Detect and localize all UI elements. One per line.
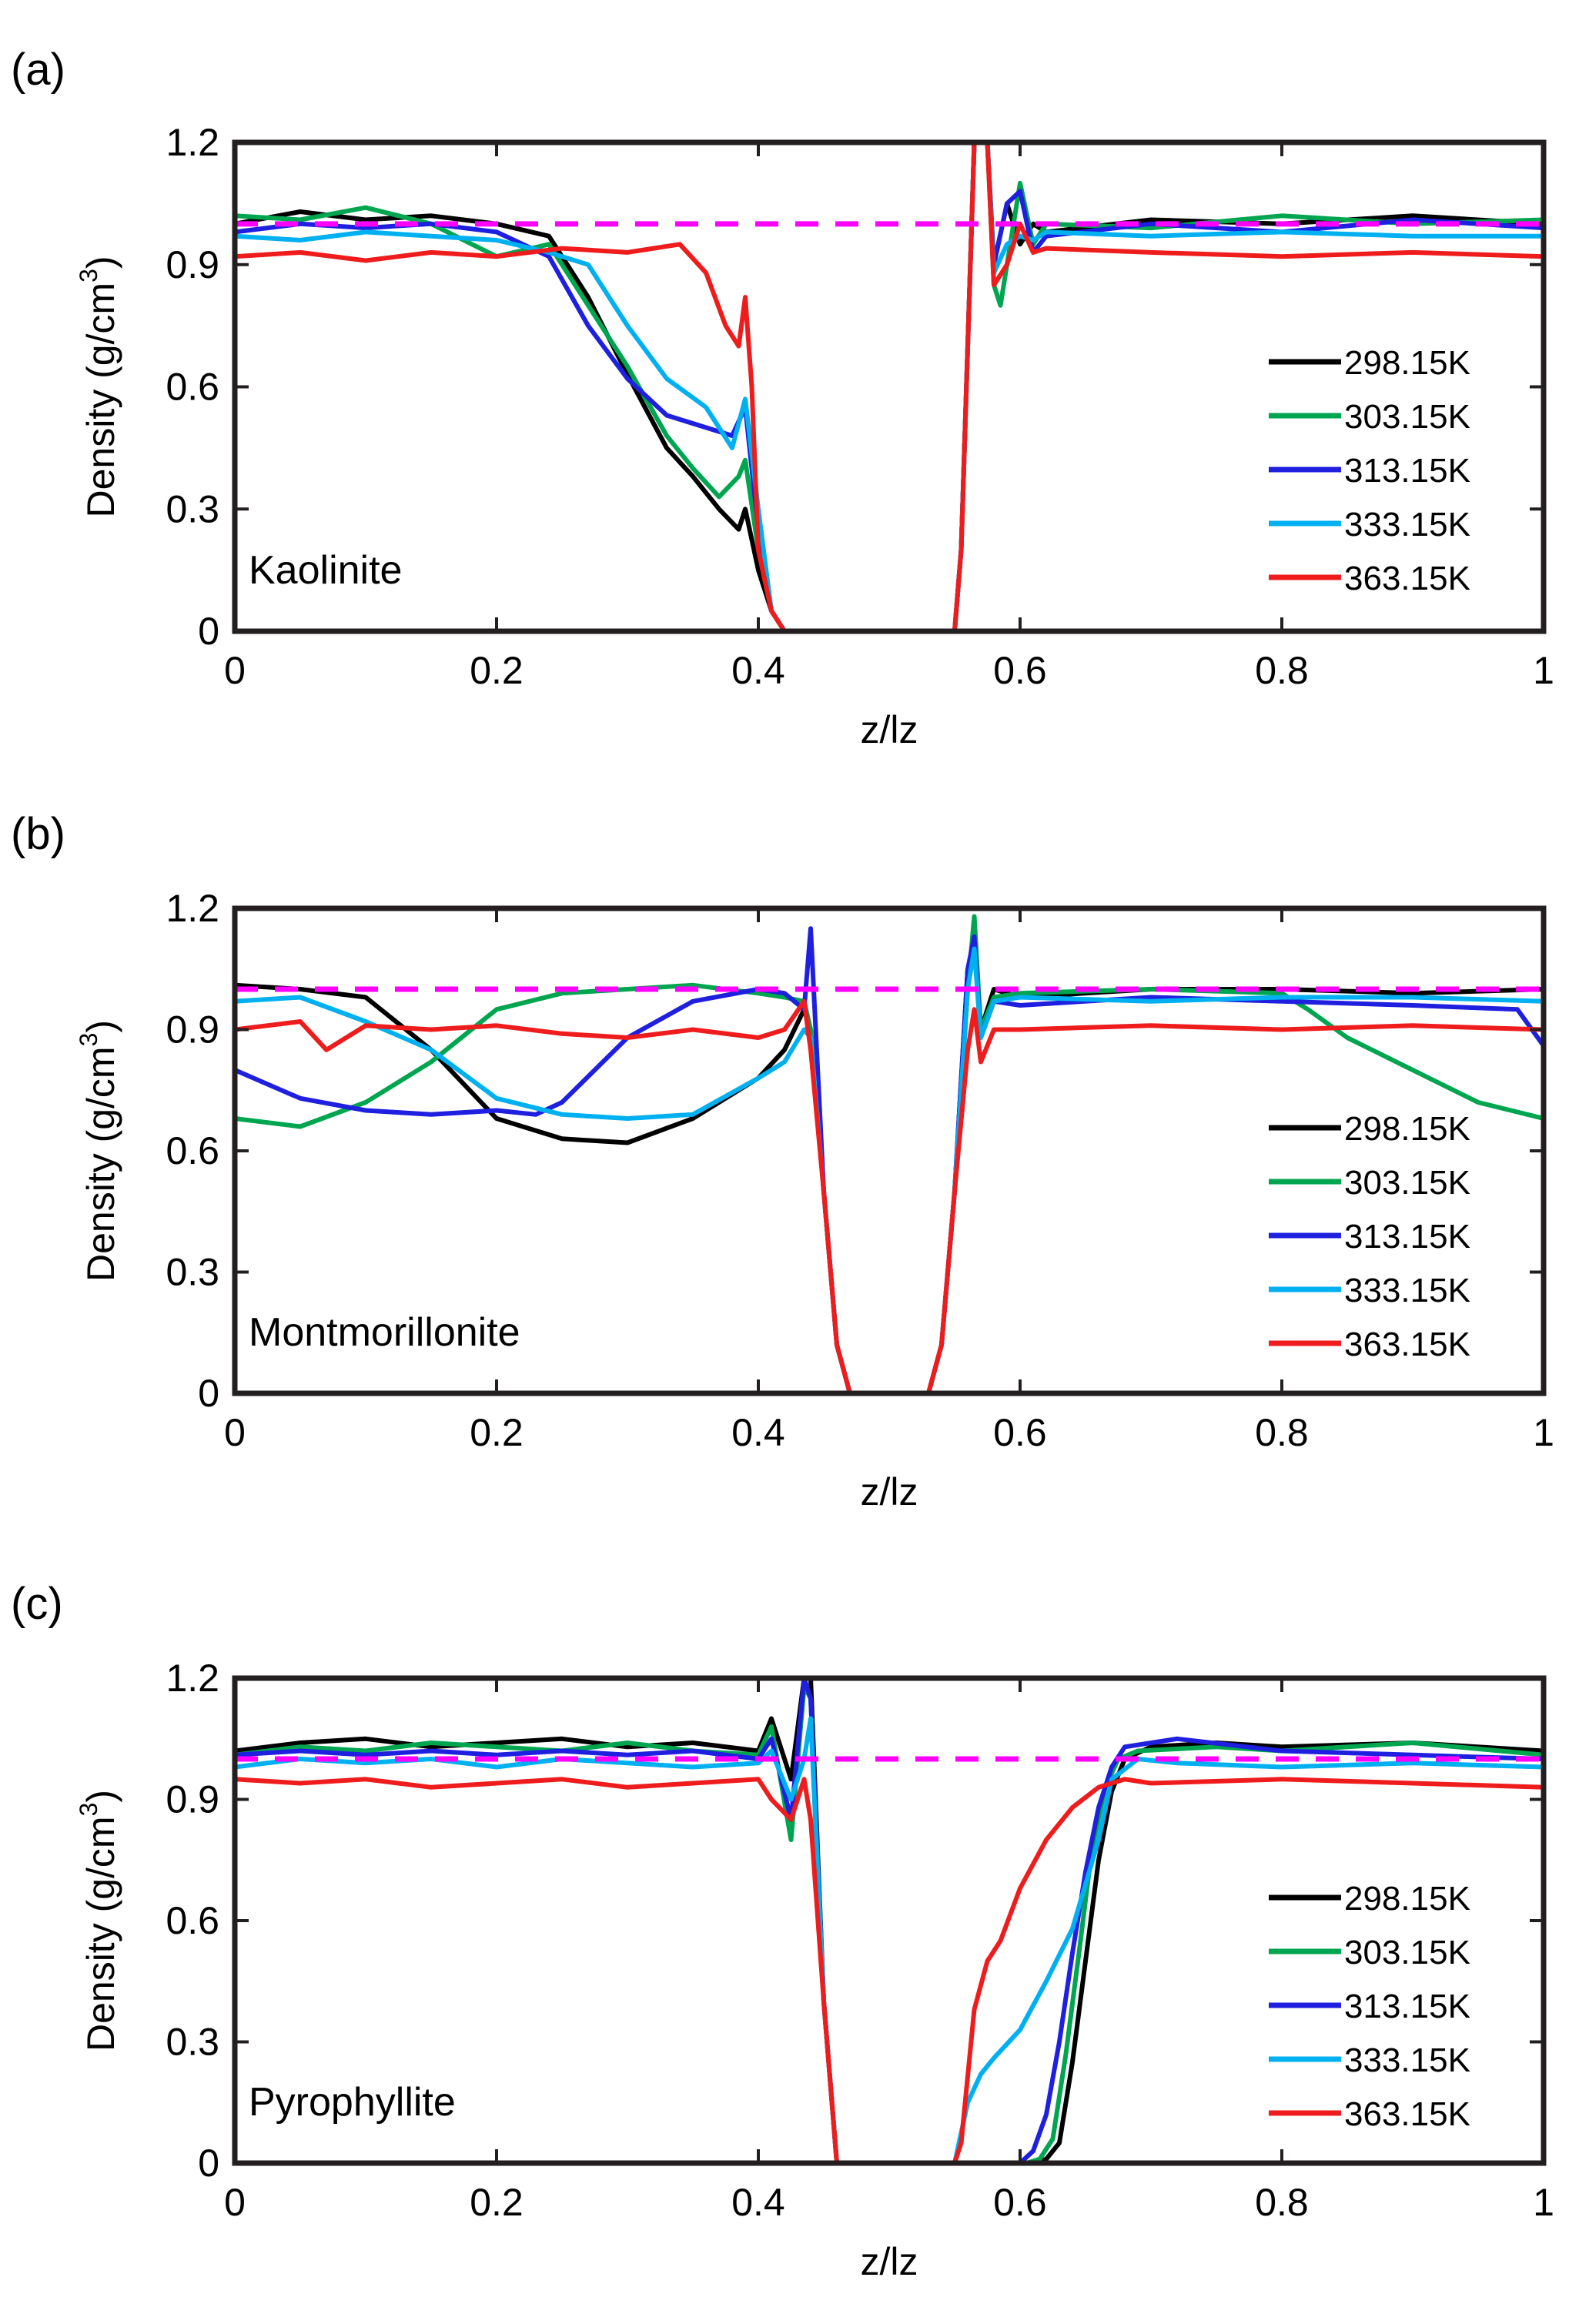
mineral-annotation: Montmorillonite	[249, 1310, 520, 1355]
x-axis-label: z/lz	[861, 1470, 918, 1513]
y-tick-label: 0	[198, 2142, 219, 2185]
y-axis-label: Density (g/cm3)	[75, 1790, 122, 2051]
legend-label: 313.15K	[1344, 452, 1470, 490]
legend-label: 303.15K	[1344, 398, 1470, 436]
y-axis-label-superscript: 3	[75, 1033, 102, 1047]
y-tick-label: 1.2	[166, 121, 219, 164]
y-axis-label-superscript: 3	[75, 269, 102, 283]
y-tick-label: 0	[198, 1372, 219, 1415]
legend-label: 303.15K	[1344, 1934, 1470, 1971]
y-axis-label-main: Density (g/cm	[79, 1046, 122, 1282]
legend-label: 298.15K	[1344, 1880, 1470, 1918]
series-line-363.15K	[235, 998, 1544, 1393]
y-tick-label: 0.3	[166, 487, 219, 530]
legend-label: 363.15K	[1344, 2095, 1470, 2133]
y-axis-label-close: )	[79, 1790, 122, 1803]
series-line-333.15K	[235, 1716, 1544, 2163]
y-tick-label: 0	[198, 610, 219, 653]
x-tick-label: 1	[1533, 2181, 1554, 2224]
x-tick-label: 0	[224, 2181, 246, 2224]
x-tick-label: 0.6	[993, 649, 1047, 692]
x-tick-label: 1	[1533, 1411, 1554, 1454]
y-axis-label: Density (g/cm3)	[75, 256, 122, 517]
x-tick-label: 0.4	[731, 1411, 785, 1454]
y-tick-label: 0.6	[166, 1129, 219, 1172]
legend-label: 333.15K	[1344, 1272, 1470, 1309]
y-axis-label-close: )	[79, 256, 122, 269]
legend-label: 363.15K	[1344, 560, 1470, 597]
x-tick-label: 0	[224, 649, 246, 692]
x-tick-label: 0.8	[1255, 649, 1309, 692]
legend-label: 313.15K	[1344, 1218, 1470, 1256]
y-tick-label: 1.2	[166, 1657, 219, 1700]
x-tick-label: 0.2	[470, 649, 524, 692]
panel-label: (a)	[11, 45, 65, 95]
mineral-annotation: Kaolinite	[249, 548, 402, 593]
panel-b: (b) 0 0.2 0.4 0.6 0.8 1 0 0.3 0.6 0.9 1.2 z/lz Densit…	[11, 809, 1554, 1513]
x-tick-label: 0	[224, 1411, 246, 1454]
x-axis-label: z/lz	[861, 2240, 918, 2283]
series-line-298.15K	[235, 142, 1544, 631]
plot-area	[235, 914, 1544, 1393]
y-tick-label: 0.9	[166, 1778, 219, 1821]
y-axis-label-close: )	[79, 1020, 122, 1033]
x-tick-label: 0.2	[470, 2181, 524, 2224]
legend-label: 298.15K	[1344, 1110, 1470, 1148]
y-tick-label: 0.3	[166, 1251, 219, 1294]
series-line-363.15K	[235, 1777, 1544, 2163]
y-axis-label-main: Density (g/cm	[79, 1816, 122, 2051]
legend-label: 333.15K	[1344, 2041, 1470, 2079]
x-tick-label: 0.8	[1255, 2181, 1309, 2224]
panel-label: (b)	[11, 809, 65, 859]
legend-label: 333.15K	[1344, 506, 1470, 543]
x-tick-label: 0.6	[993, 1411, 1047, 1454]
panel-label: (c)	[11, 1579, 63, 1629]
y-tick-label: 0.9	[166, 243, 219, 286]
y-tick-label: 0.9	[166, 1008, 219, 1052]
y-tick-label: 0.6	[166, 366, 219, 409]
x-tick-label: 0.2	[470, 1411, 524, 1454]
plot-area	[235, 142, 1544, 631]
legend-label: 313.15K	[1344, 1988, 1470, 2025]
x-tick-label: 0.8	[1255, 1411, 1309, 1454]
y-tick-label: 0.3	[166, 2021, 219, 2064]
panel-c: (c) 0 0.2 0.4 0.6 0.8 1 0 0.3 0.6 0.9 1.2 z/lz Densit…	[11, 1579, 1554, 2283]
y-axis-label-main: Density (g/cm	[79, 283, 122, 518]
mineral-annotation: Pyrophyllite	[249, 2080, 456, 2125]
y-axis-label-superscript: 3	[75, 1803, 102, 1817]
x-tick-label: 0.4	[731, 649, 785, 692]
y-axis-label: Density (g/cm3)	[75, 1020, 122, 1282]
panel-a: (a) 0 0.2 0.4 0.6 0.8 1 0 0.3 0.6 0.9 1.2 z/lz Densit…	[11, 45, 1554, 751]
x-tick-label: 1	[1533, 649, 1554, 692]
x-tick-label: 0.4	[731, 2181, 785, 2224]
legend-label: 363.15K	[1344, 1326, 1470, 1363]
series-line-303.15K	[235, 914, 1544, 1393]
x-tick-label: 0.6	[993, 2181, 1047, 2224]
y-tick-label: 0.6	[166, 1899, 219, 1942]
x-axis-label: z/lz	[861, 708, 918, 751]
legend-label: 298.15K	[1344, 344, 1470, 382]
legend-label: 303.15K	[1344, 1164, 1470, 1202]
y-tick-label: 1.2	[166, 887, 219, 930]
series-line-363.15K	[235, 142, 1544, 631]
